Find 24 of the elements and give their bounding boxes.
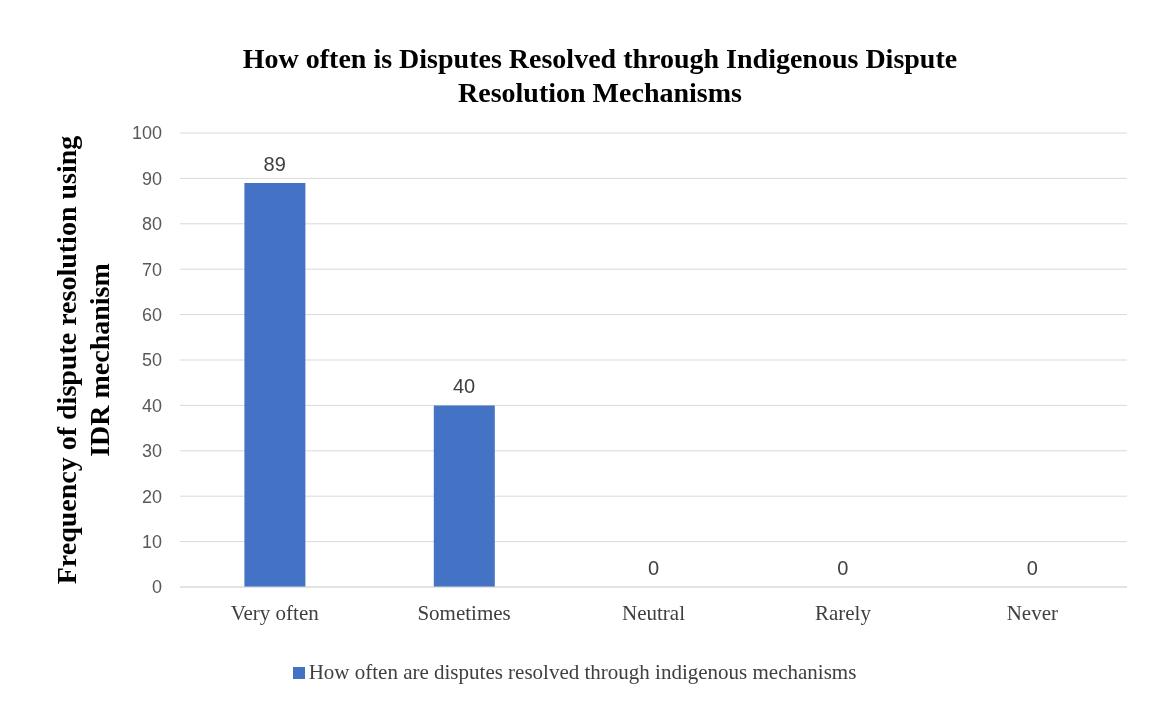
legend-label: How often are disputes resolved through indigenous mechanisms [308, 660, 857, 685]
y-tick-label: 0 [151, 577, 162, 598]
chart-title: How often is Disputes Resolved through Indigenous Dispute Resolution Mechanisms [241, 42, 959, 110]
data-label: 0 [647, 557, 660, 579]
y-axis-title: Frequency of dispute resolution using IDR mechanism [50, 134, 116, 587]
y-tick-label: 60 [141, 304, 162, 325]
x-tick-label: Never [1006, 600, 1058, 625]
y-tick-label: 40 [141, 395, 162, 416]
y-tick-label: 20 [141, 486, 162, 507]
y-tick-label: 70 [141, 259, 162, 280]
y-tick-label: 100 [131, 123, 162, 144]
x-tick-label: Sometimes [417, 600, 511, 625]
data-label: 0 [1026, 557, 1038, 579]
x-tick-label: Neutral [622, 600, 686, 625]
data-label: 40 [452, 375, 476, 398]
y-tick-label: 90 [141, 168, 162, 189]
data-label: 0 [837, 557, 849, 579]
data-label: 89 [263, 152, 286, 175]
x-tick-label: Very often [230, 600, 320, 625]
x-tick-label: Rarely [814, 600, 872, 625]
y-tick-label: 50 [141, 350, 162, 371]
y-tick-label: 30 [141, 441, 162, 462]
y-tick-label: 10 [141, 531, 162, 552]
y-tick-label: 80 [141, 214, 162, 235]
